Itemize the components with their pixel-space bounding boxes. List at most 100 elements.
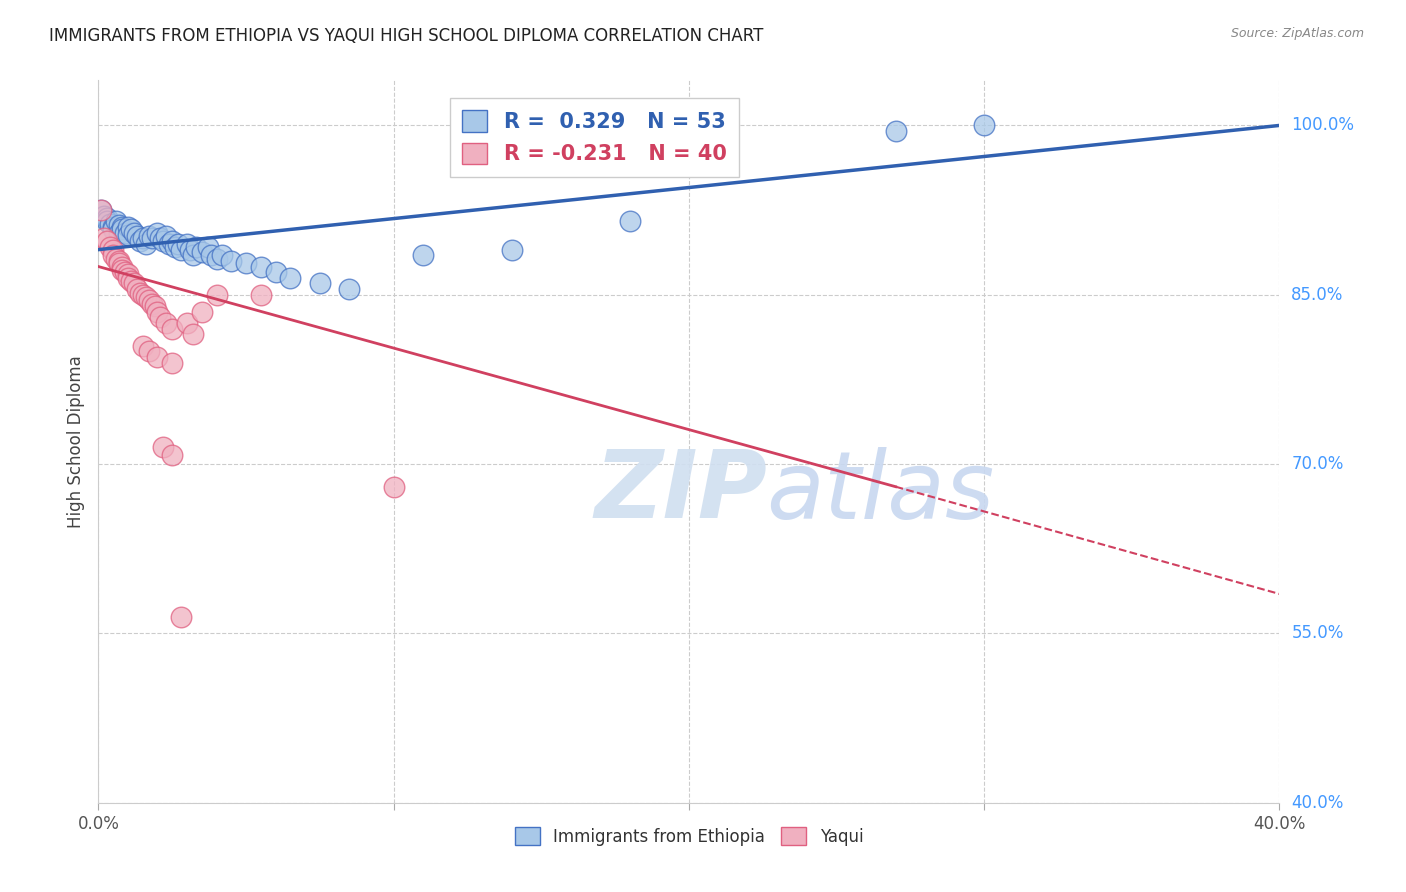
Point: [264, 265, 287, 279]
Point: [141, 231, 163, 245]
Text: 70.0%: 70.0%: [1291, 455, 1344, 473]
Point: [111, 263, 134, 277]
Point: [176, 237, 198, 252]
Point: [162, 448, 183, 462]
Point: [149, 310, 172, 325]
Point: [170, 243, 193, 257]
Text: IMMIGRANTS FROM ETHIOPIA VS YAQUI HIGH SCHOOL DIPLOMA CORRELATION CHART: IMMIGRANTS FROM ETHIOPIA VS YAQUI HIGH S…: [49, 27, 763, 45]
Point: [200, 248, 222, 262]
Point: [211, 248, 233, 262]
Text: 85.0%: 85.0%: [1291, 285, 1344, 304]
Point: [138, 229, 160, 244]
Point: [152, 440, 174, 454]
Point: [128, 285, 150, 300]
Point: [114, 265, 136, 279]
Point: [111, 222, 134, 236]
Point: [181, 327, 204, 342]
Point: [135, 237, 157, 252]
Point: [221, 253, 243, 268]
Point: [280, 270, 302, 285]
Point: [184, 240, 207, 254]
Point: [149, 231, 172, 245]
Point: [884, 124, 907, 138]
Point: [105, 252, 128, 266]
Point: [108, 226, 131, 240]
Point: [96, 214, 118, 228]
Point: [132, 287, 155, 301]
Text: 40.0%: 40.0%: [1291, 794, 1344, 812]
Point: [132, 338, 155, 352]
Point: [108, 253, 131, 268]
Point: [117, 220, 139, 235]
Point: [103, 220, 125, 235]
Point: [132, 231, 155, 245]
Point: [98, 217, 121, 231]
Point: [162, 234, 183, 248]
Point: [191, 304, 214, 318]
Point: [93, 209, 115, 223]
Point: [197, 240, 219, 254]
Point: [501, 243, 523, 257]
Text: Source: ZipAtlas.com: Source: ZipAtlas.com: [1230, 27, 1364, 40]
Point: [412, 248, 434, 262]
Point: [143, 299, 166, 313]
Point: [108, 256, 131, 270]
Point: [114, 226, 136, 240]
Point: [138, 344, 160, 359]
Point: [117, 270, 139, 285]
Text: atlas: atlas: [766, 447, 994, 538]
Point: [205, 252, 228, 266]
Point: [152, 234, 174, 248]
Point: [96, 234, 118, 248]
Point: [155, 316, 177, 330]
Text: 55.0%: 55.0%: [1291, 624, 1344, 642]
Point: [157, 237, 180, 252]
Legend: Immigrants from Ethiopia, Yaqui: Immigrants from Ethiopia, Yaqui: [508, 821, 870, 852]
Point: [135, 290, 157, 304]
Point: [96, 211, 118, 225]
Point: [235, 256, 257, 270]
Point: [141, 297, 163, 311]
Point: [103, 248, 125, 262]
Point: [146, 350, 169, 364]
Point: [105, 214, 128, 228]
Point: [98, 240, 121, 254]
Point: [122, 277, 145, 291]
Point: [176, 316, 198, 330]
Point: [125, 282, 148, 296]
Point: [205, 287, 228, 301]
Text: 100.0%: 100.0%: [1291, 117, 1354, 135]
Point: [191, 244, 214, 259]
Point: [111, 220, 134, 235]
Point: [117, 227, 139, 242]
Point: [103, 243, 125, 257]
Point: [162, 321, 183, 335]
Point: [179, 243, 201, 257]
Point: [250, 287, 273, 301]
Point: [90, 203, 112, 218]
Point: [382, 480, 405, 494]
Point: [108, 218, 131, 232]
Point: [122, 226, 145, 240]
Text: ZIP: ZIP: [595, 446, 768, 538]
Point: [90, 203, 112, 218]
Point: [181, 248, 204, 262]
Point: [128, 234, 150, 248]
Point: [93, 231, 115, 245]
Point: [155, 229, 177, 244]
Point: [339, 282, 361, 296]
Point: [170, 609, 193, 624]
Point: [167, 237, 190, 252]
Point: [120, 274, 142, 288]
Point: [619, 214, 641, 228]
Point: [973, 119, 995, 133]
Point: [103, 222, 125, 236]
Y-axis label: High School Diploma: High School Diploma: [66, 355, 84, 528]
Point: [125, 229, 148, 244]
Point: [117, 268, 139, 282]
Point: [146, 226, 169, 240]
Point: [138, 293, 160, 308]
Point: [309, 277, 332, 291]
Point: [120, 222, 142, 236]
Point: [250, 260, 273, 274]
